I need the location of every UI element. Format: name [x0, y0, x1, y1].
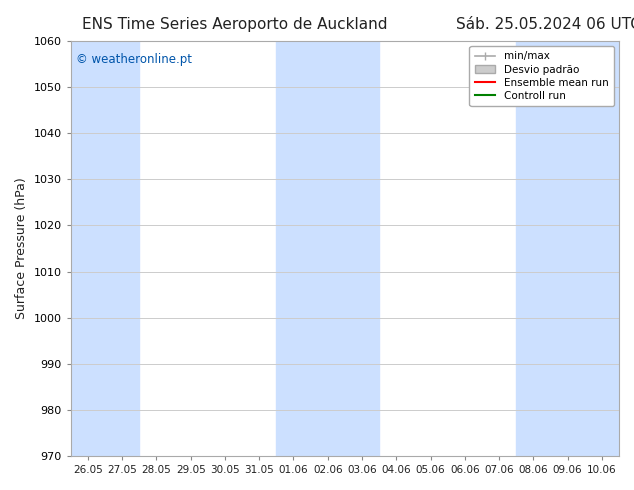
Bar	[276, 41, 379, 456]
Text: © weatheronline.pt: © weatheronline.pt	[76, 53, 192, 67]
Y-axis label: Surface Pressure (hPa): Surface Pressure (hPa)	[15, 178, 28, 319]
Text: ENS Time Series Aeroporto de Auckland: ENS Time Series Aeroporto de Auckland	[82, 17, 388, 32]
Text: Sáb. 25.05.2024 06 UTC: Sáb. 25.05.2024 06 UTC	[456, 17, 634, 32]
Bar	[71, 41, 139, 456]
Legend: min/max, Desvio padrão, Ensemble mean run, Controll run: min/max, Desvio padrão, Ensemble mean ru…	[469, 46, 614, 106]
Bar	[516, 41, 619, 456]
